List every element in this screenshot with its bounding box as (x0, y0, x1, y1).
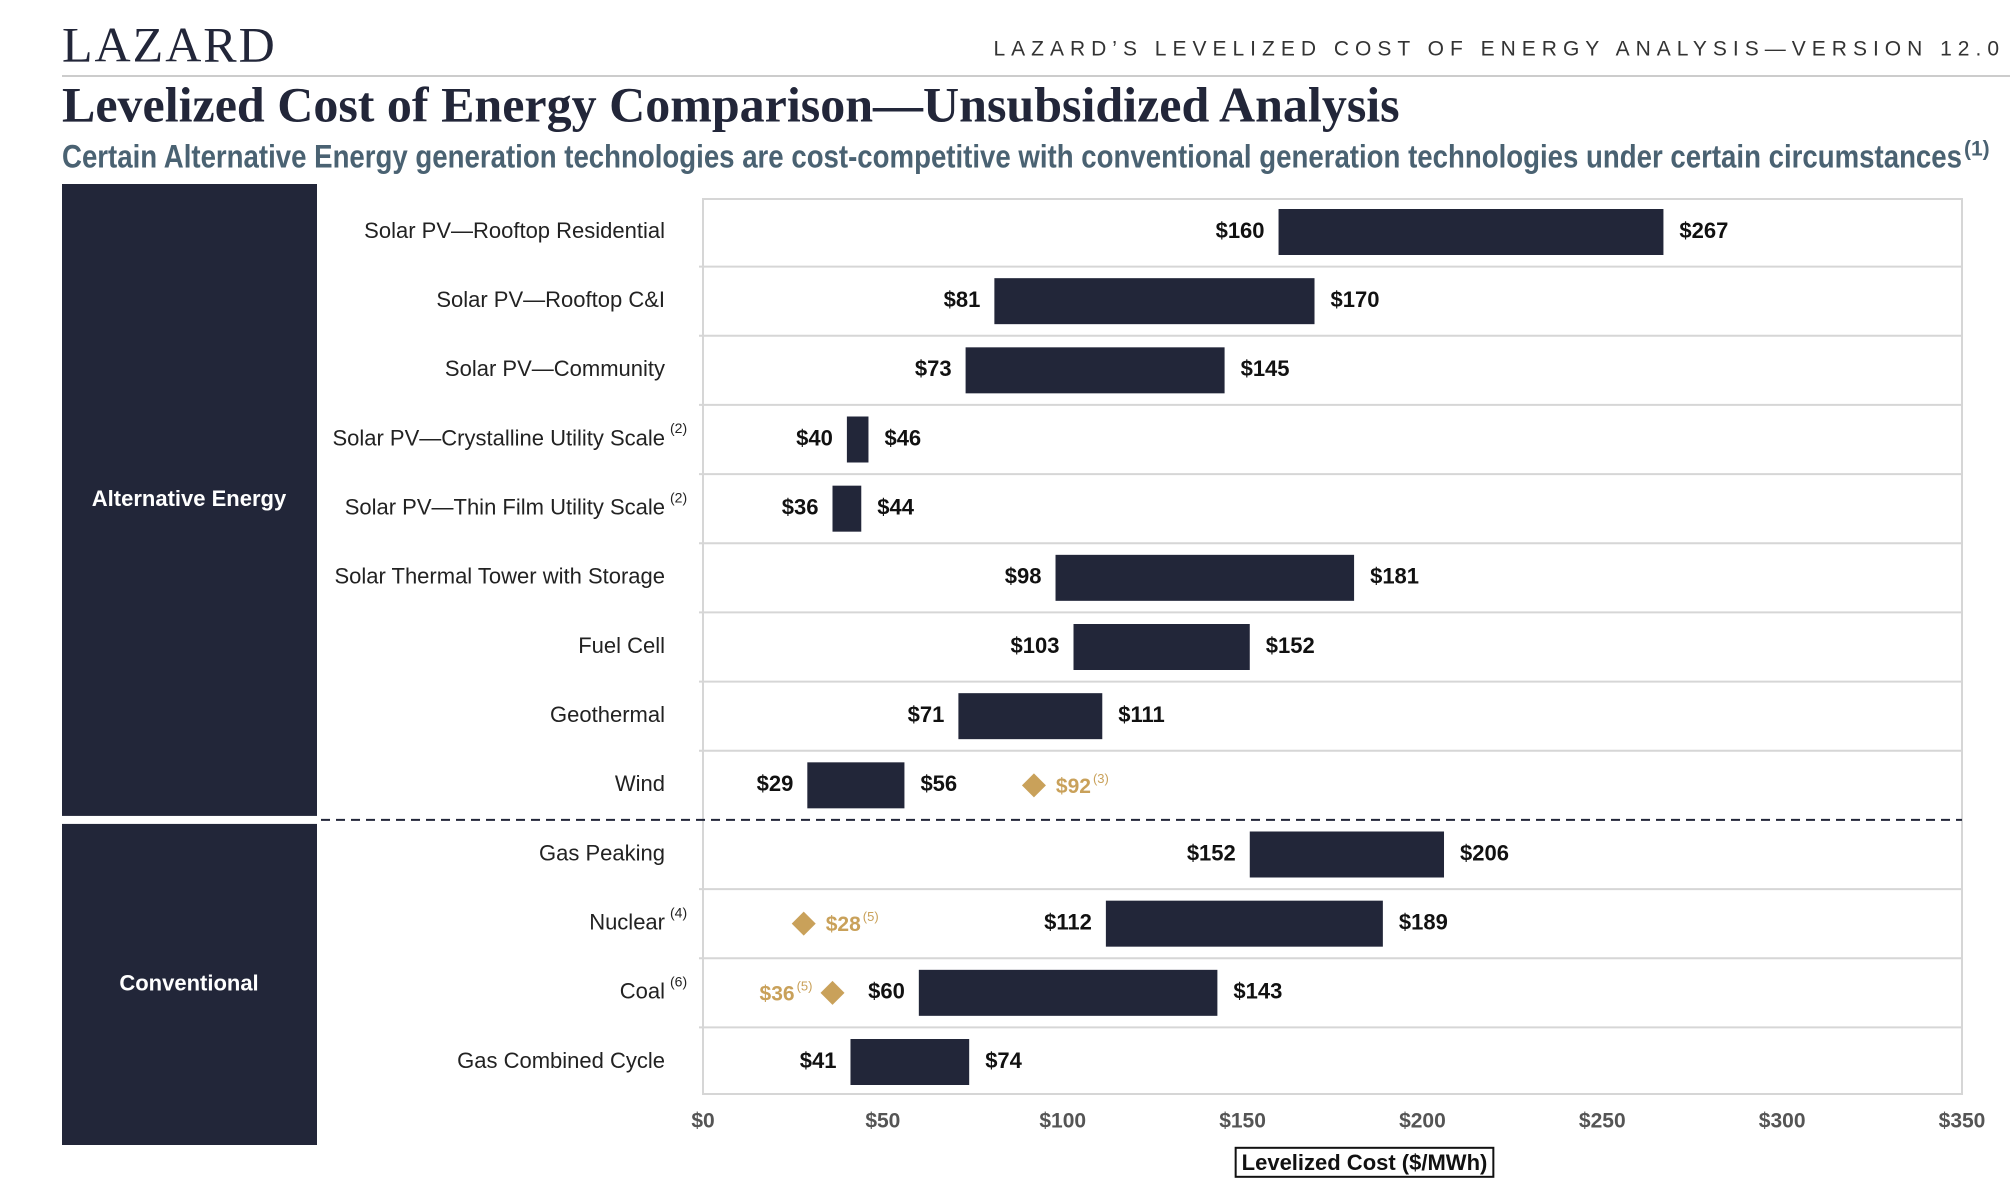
range-bar (918, 969, 1218, 1016)
group-panel (62, 823, 317, 1145)
category-label: Gas Peaking (539, 840, 665, 865)
chart-title: Levelized Cost of Energy Comparison—Unsu… (62, 76, 1400, 132)
group-label: Conventional (119, 970, 258, 995)
brand: LAZARD (62, 16, 277, 72)
range-bar (846, 416, 869, 463)
marker (1021, 773, 1046, 798)
low-label: $81 (944, 287, 981, 312)
category-note: (6) (670, 974, 687, 990)
marker-note: (5) (863, 909, 879, 924)
high-label: $152 (1266, 633, 1315, 658)
category-note: (4) (670, 904, 687, 920)
low-label: $103 (1011, 633, 1060, 658)
high-label: $181 (1370, 564, 1419, 589)
x-tick-label: $200 (1399, 1110, 1446, 1133)
high-label: $111 (1118, 702, 1165, 727)
x-axis-title-box (1234, 1146, 1495, 1178)
high-label: $145 (1241, 356, 1290, 381)
low-label: $41 (800, 1048, 837, 1073)
category-label: Solar PV—Community (445, 356, 665, 381)
low-label: $29 (757, 771, 794, 796)
range-bar (807, 762, 905, 809)
range-bar (1249, 831, 1445, 878)
range-bar (1055, 554, 1355, 601)
high-label: $170 (1331, 287, 1380, 312)
range-bar (1105, 900, 1383, 947)
marker-label: $28 (826, 913, 861, 936)
x-tick-label: $250 (1579, 1110, 1626, 1133)
x-tick-label: $350 (1939, 1110, 1986, 1133)
group-panel (62, 184, 317, 816)
x-tick-label: $300 (1759, 1110, 1806, 1133)
high-label: $44 (877, 494, 914, 519)
subtitle: Certain Alternative Energy generation te… (62, 138, 1962, 174)
x-axis-title: Levelized Cost ($/MWh) (1242, 1150, 1488, 1175)
category-note: (2) (670, 489, 687, 505)
category-note: (2) (670, 420, 687, 436)
high-label: $46 (884, 425, 921, 450)
high-label: $189 (1399, 909, 1448, 934)
low-label: $40 (796, 425, 833, 450)
category-label: Coal (620, 979, 665, 1004)
range-bar (832, 485, 862, 532)
report-name: LAZARD’S LEVELIZED COST OF ENERGY ANALYS… (993, 38, 2005, 61)
range-bar (994, 278, 1315, 325)
range-bar (850, 1039, 970, 1085)
marker (820, 980, 845, 1005)
high-label: $206 (1460, 840, 1509, 865)
high-label: $267 (1679, 218, 1728, 243)
range-bar (1278, 209, 1664, 255)
low-label: $73 (915, 356, 952, 381)
marker-label: $92 (1056, 775, 1091, 798)
low-label: $71 (908, 702, 945, 727)
x-tick-label: $0 (691, 1110, 714, 1133)
marker-note: (3) (1093, 771, 1109, 786)
high-label: $74 (985, 1048, 1022, 1073)
high-label: $143 (1233, 979, 1282, 1004)
x-tick-label: $150 (1219, 1110, 1266, 1133)
category-label: Nuclear (589, 909, 665, 934)
low-label: $36 (782, 494, 819, 519)
high-label: $56 (920, 771, 957, 796)
category-label: Solar PV—Rooftop C&I (436, 287, 665, 312)
marker-note: (5) (797, 978, 813, 993)
category-label: Solar PV—Thin Film Utility Scale (345, 494, 665, 519)
low-label: $98 (1005, 564, 1042, 589)
x-tick-label: $100 (1039, 1110, 1086, 1133)
range-bar (958, 693, 1103, 740)
marker-label: $36 (760, 982, 795, 1005)
low-label: $60 (868, 979, 905, 1004)
low-label: $160 (1216, 218, 1265, 243)
group-label: Alternative Energy (92, 486, 287, 511)
category-label: Solar Thermal Tower with Storage (334, 564, 665, 589)
category-label: Solar PV—Crystalline Utility Scale (332, 425, 665, 450)
category-label: Geothermal (550, 702, 665, 727)
range-bar (1073, 624, 1250, 670)
x-tick-label: $50 (865, 1110, 900, 1133)
category-label: Wind (615, 771, 665, 796)
range-bar (965, 347, 1225, 394)
low-label: $112 (1044, 909, 1092, 934)
category-label: Solar PV—Rooftop Residential (364, 218, 665, 243)
marker (791, 911, 816, 936)
category-label: Fuel Cell (578, 633, 665, 658)
low-label: $152 (1187, 840, 1236, 865)
category-label: Gas Combined Cycle (457, 1048, 665, 1073)
plot-frame (702, 198, 1963, 1095)
subtitle-note: (1) (1964, 138, 1990, 161)
